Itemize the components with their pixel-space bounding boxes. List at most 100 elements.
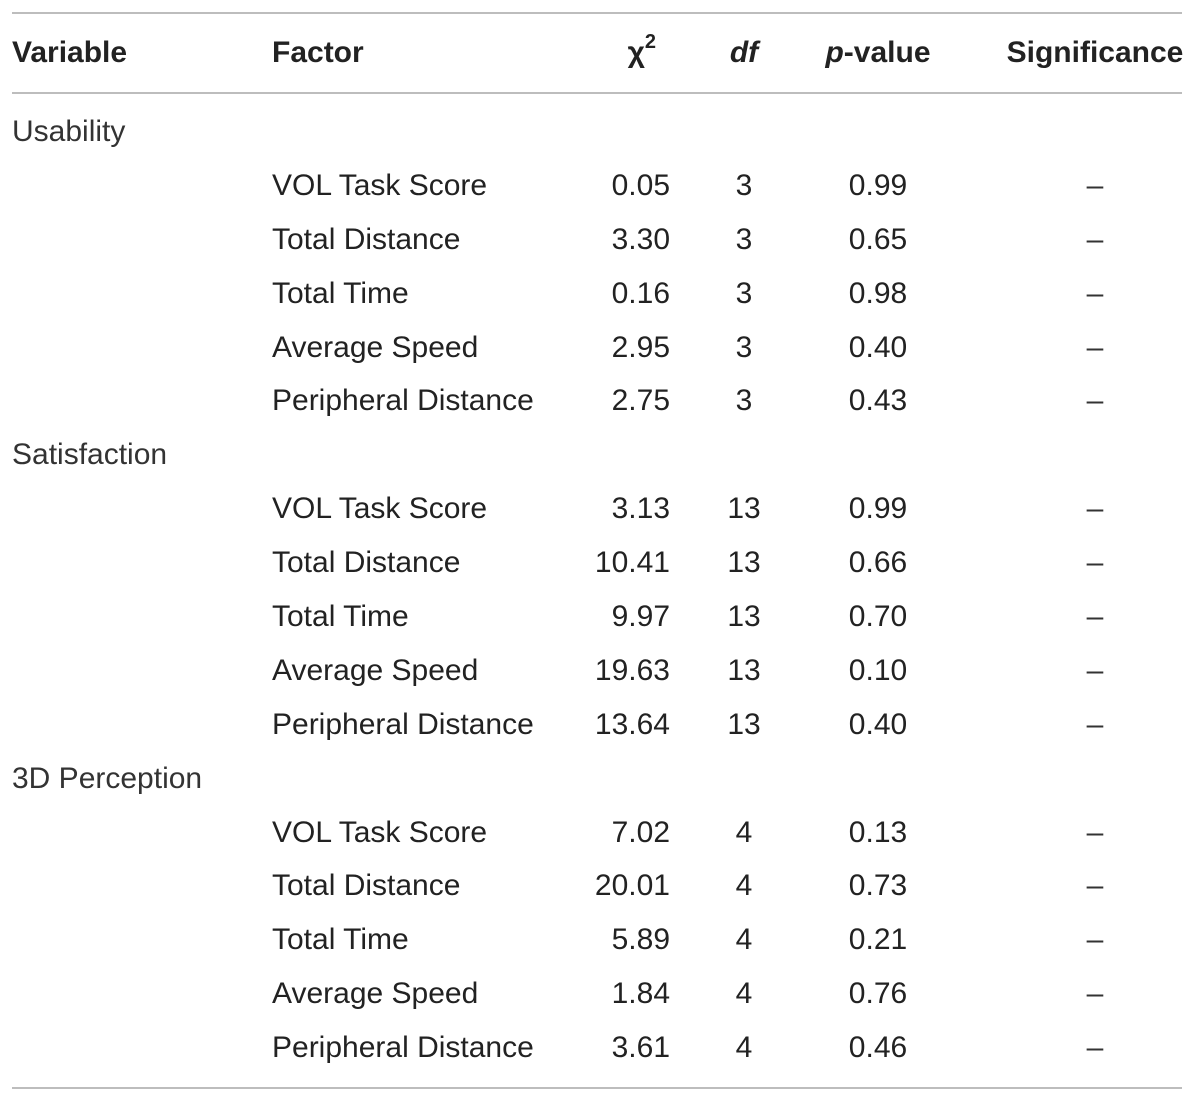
chi-square-cell: 20.01 [594,869,670,903]
p-value-cell: 0.99 [848,168,908,202]
significance-cell: – [1086,869,1104,903]
chi-square-cell: 0.05 [611,168,670,202]
table-row: Average Speed 19.63 13 0.10 – [0,644,1200,698]
table-row: Peripheral Distance 2.75 3 0.43 – [0,374,1200,428]
significance-cell: – [1086,222,1104,256]
p-value-cell: 0.99 [848,492,908,526]
table-header-rule [12,92,1182,94]
table-row: VOL Task Score 3.13 13 0.99 – [0,482,1200,536]
significance-cell: – [1086,923,1104,957]
group-row: Satisfaction [0,428,1200,482]
p-value-cell: 0.65 [848,222,908,256]
chi-square-cell: 1.84 [611,977,670,1011]
header-p-italic: p [825,36,844,69]
p-value-cell: 0.98 [848,276,908,310]
header-p-rest: -value [843,36,931,69]
significance-cell: – [1086,977,1104,1011]
p-value-cell: 0.13 [848,815,908,849]
significance-cell: – [1086,653,1104,687]
p-value-cell: 0.73 [848,869,908,903]
factor-cell: Total Time [272,600,409,634]
df-cell: 3 [735,168,753,202]
chi-square-cell: 2.95 [611,330,670,364]
df-cell: 4 [735,923,753,957]
table-row: VOL Task Score 0.05 3 0.99 – [0,159,1200,213]
factor-cell: VOL Task Score [272,492,488,526]
table-top-rule [12,12,1182,14]
chi-square-cell: 3.13 [611,492,670,526]
table-header-row: Variable Factor χ2 df p-value Significan… [0,30,1200,76]
factor-cell: Average Speed [272,653,479,687]
table-body: Usability VOL Task Score 0.05 3 0.99– Total D… [0,105,1200,1075]
significance-cell: – [1086,168,1104,202]
df-cell: 4 [735,815,753,849]
chi-square-cell: 19.63 [594,653,670,687]
chi-square-cell: 13.64 [594,707,670,741]
table-row: Total Time 5.89 4 0.21 – [0,913,1200,967]
header-chi-symbol: χ [627,36,645,69]
header-factor: Factor [272,36,364,69]
table-row: Average Speed 2.95 3 0.40 – [0,321,1200,375]
header-variable: Variable [12,36,128,69]
header-p-value: p-value [808,30,948,76]
table-row: Total Distance 10.41 13 0.66 – [0,536,1200,590]
factor-cell: Total Distance [272,869,461,903]
factor-cell: VOL Task Score [272,168,488,202]
significance-cell: – [1086,276,1104,310]
df-cell: 13 [727,707,761,741]
group-label: 3D Perception [12,761,203,795]
table-bottom-rule [12,1087,1182,1089]
significance-cell: – [1086,546,1104,580]
df-cell: 3 [735,276,753,310]
df-cell: 3 [735,330,753,364]
significance-cell: – [1086,492,1104,526]
group-row: Usability [0,105,1200,159]
factor-cell: Peripheral Distance [272,1031,534,1065]
table-row: Total Time 0.16 3 0.98 – [0,267,1200,321]
header-chi-square: χ2 [560,30,656,76]
p-value-cell: 0.76 [848,977,908,1011]
table-row: Total Time 9.97 13 0.70 – [0,590,1200,644]
factor-cell: Peripheral Distance [272,707,534,741]
significance-cell: – [1086,600,1104,634]
table-row: VOL Task Score 7.02 4 0.13 – [0,806,1200,860]
p-value-cell: 0.21 [848,923,908,957]
chi-square-cell: 2.75 [611,384,670,418]
df-cell: 4 [735,869,753,903]
table-row: Peripheral Distance 3.61 4 0.46 – [0,1021,1200,1075]
p-value-cell: 0.46 [848,1031,908,1065]
group-label: Satisfaction [12,438,168,472]
factor-cell: Total Time [272,923,409,957]
factor-cell: Peripheral Distance [272,384,534,418]
df-cell: 4 [735,1031,753,1065]
df-cell: 3 [735,384,753,418]
p-value-cell: 0.43 [848,384,908,418]
chi-square-cell: 0.16 [611,276,670,310]
significance-cell: – [1086,707,1104,741]
df-cell: 13 [727,653,761,687]
header-df: df [729,36,759,69]
significance-cell: – [1086,330,1104,364]
p-value-cell: 0.40 [848,707,908,741]
significance-cell: – [1086,815,1104,849]
header-chi-superscript: 2 [644,31,656,53]
factor-cell: Average Speed [272,977,479,1011]
significance-cell: – [1086,1031,1104,1065]
factor-cell: Total Distance [272,546,461,580]
factor-cell: Average Speed [272,330,479,364]
df-cell: 3 [735,222,753,256]
df-cell: 4 [735,977,753,1011]
table-row: Average Speed 1.84 4 0.76 – [0,967,1200,1021]
chi-square-cell: 7.02 [611,815,670,849]
df-cell: 13 [727,492,761,526]
group-label: Usability [12,115,126,148]
p-value-cell: 0.10 [848,653,908,687]
chi-square-cell: 5.89 [611,923,670,957]
df-cell: 13 [727,600,761,634]
chi-square-cell: 3.30 [611,222,670,256]
header-significance: Significance [1006,36,1184,69]
chi-square-cell: 3.61 [611,1031,670,1065]
factor-cell: Total Distance [272,222,461,256]
factor-cell: Total Time [272,276,409,310]
